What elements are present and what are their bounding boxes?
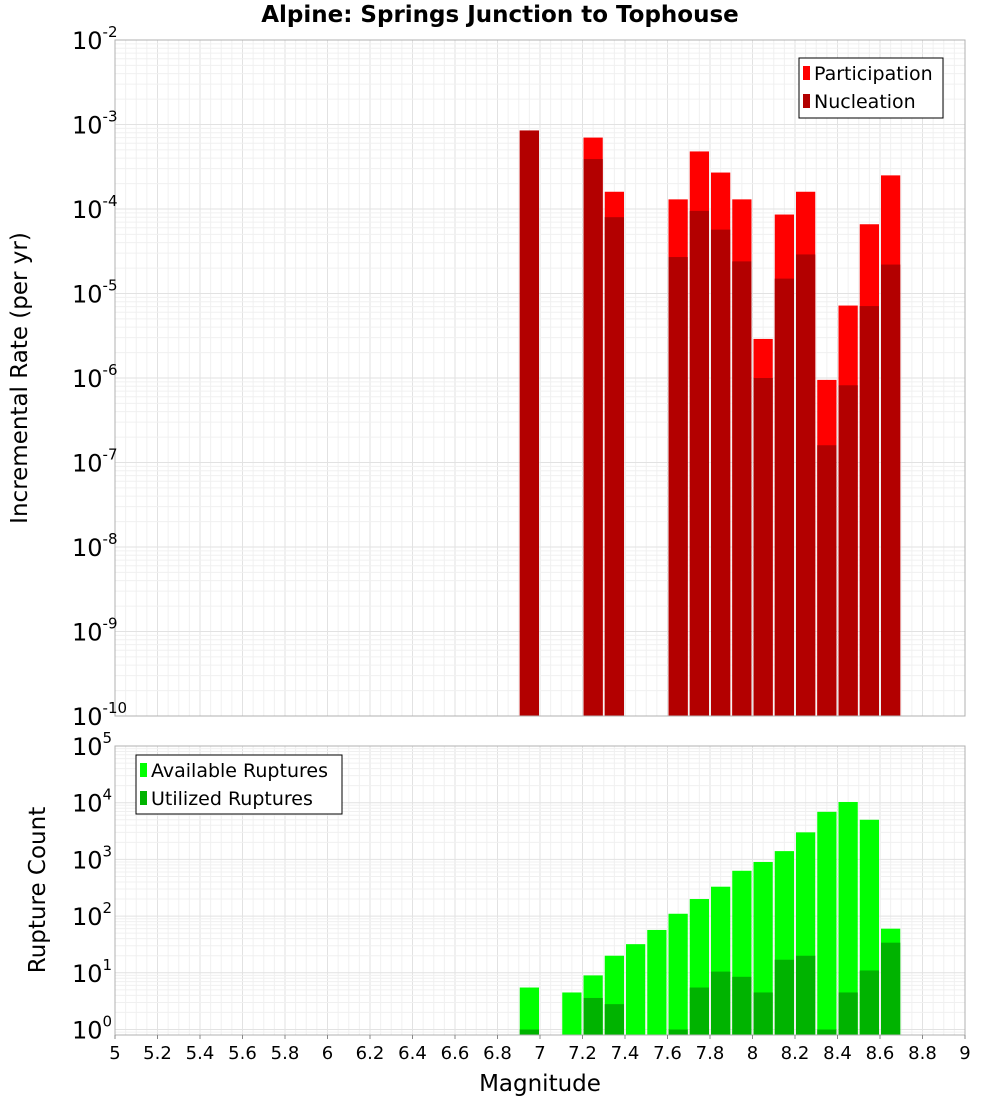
x-tick-label: 7.8: [696, 1043, 725, 1064]
x-tick-label: 8.8: [908, 1043, 937, 1064]
count-y-tick-label: 104: [72, 786, 112, 818]
count-y-tick-label: 102: [72, 899, 112, 931]
bar-utilized-ruptures: [689, 987, 709, 1035]
rate-y-tick-label: 10-2: [72, 23, 118, 55]
bar-utilized-ruptures: [711, 971, 731, 1035]
rate-grid: [114, 39, 966, 717]
x-tick-label: 5.8: [271, 1043, 300, 1064]
x-tick-label: 8.4: [823, 1043, 852, 1064]
rate-plot-frame: [114, 39, 966, 717]
count-bars: [519, 801, 901, 1035]
count-y-axis-label: Rupture Count: [25, 807, 51, 973]
bar-available-ruptures: [753, 861, 773, 1035]
bar-utilized-ruptures: [817, 1029, 837, 1035]
bar-nucleation: [604, 217, 624, 716]
x-tick-label: 6: [322, 1043, 333, 1064]
count-panel: 105 104 103 102 101 100 5 5.2 5.4 5.6 5.8 6 6.2 6.4 6…: [25, 729, 971, 1097]
x-tick-label: 8: [747, 1043, 758, 1064]
chart-title: Alpine: Springs Junction to Tophouse: [261, 2, 739, 28]
bar-utilized-ruptures: [668, 1029, 688, 1035]
count-legend-box: [135, 754, 343, 815]
available-legend-label: Available Ruptures: [151, 760, 328, 782]
bar-nucleation: [583, 159, 603, 716]
x-tick-label: 5.6: [228, 1043, 257, 1064]
bar-utilized-ruptures: [753, 992, 773, 1035]
rate-legend: Participation Nucleation: [798, 57, 944, 119]
bar-utilized-ruptures: [859, 970, 879, 1035]
bar-utilized-ruptures: [519, 1029, 539, 1035]
rate-y-tick-label: 10-8: [72, 530, 118, 562]
bar-nucleation: [519, 130, 539, 716]
rate-bars: [519, 130, 901, 717]
bar-nucleation: [753, 378, 773, 716]
x-ticks: 5 5.2 5.4 5.6 5.8 6 6.2 6.4 6.6 6.8 7 7.2 7.4 7.6 7.8 8…: [109, 1035, 971, 1064]
utilized-legend-label: Utilized Ruptures: [151, 788, 313, 810]
count-y-tick-label: 100: [72, 1013, 112, 1045]
bar-utilized-ruptures: [838, 992, 858, 1035]
rate-panel: 10-2 10-3 10-4 10-5 10-6 10-7 10-8 10-9 10-10 In…: [7, 23, 966, 731]
bar-available-ruptures: [668, 913, 688, 1035]
bar-nucleation: [711, 229, 731, 716]
bar-available-ruptures: [817, 811, 837, 1035]
rate-y-tick-label: 10-9: [72, 615, 118, 647]
x-tick-label: 6.6: [441, 1043, 470, 1064]
rate-y-tick-label: 10-3: [72, 108, 118, 140]
x-tick-label: 7.4: [611, 1043, 640, 1064]
count-legend: Available Ruptures Utilized Ruptures: [135, 754, 343, 815]
bar-nucleation: [689, 210, 709, 716]
bar-nucleation: [881, 264, 901, 716]
x-tick-label: 8.6: [866, 1043, 895, 1064]
bar-nucleation: [732, 261, 752, 716]
rate-y-tick-label: 10-6: [72, 361, 118, 393]
rate-y-axis-label: Incremental Rate (per yr): [7, 232, 33, 524]
rate-y-tick-label: 10-5: [72, 277, 118, 309]
bar-available-ruptures: [519, 987, 539, 1035]
rate-y-tick-label: 10-7: [72, 446, 118, 478]
bar-utilized-ruptures: [881, 942, 901, 1035]
x-tick-label: 5: [109, 1043, 120, 1064]
x-tick-label: 6.4: [398, 1043, 427, 1064]
rate-y-ticks: 10-2 10-3 10-4 10-5 10-6 10-7 10-8 10-9 10-10: [72, 23, 127, 731]
x-tick-label: 6.8: [483, 1043, 512, 1064]
bar-utilized-ruptures: [732, 976, 752, 1035]
bar-nucleation: [796, 254, 816, 716]
bar-available-ruptures: [626, 944, 646, 1035]
rate-legend-box: [798, 57, 944, 119]
x-tick-label: 6.2: [356, 1043, 385, 1064]
bar-nucleation: [774, 278, 794, 716]
available-legend-swatch: [140, 763, 147, 777]
x-axis-label: Magnitude: [479, 1071, 601, 1097]
bar-utilized-ruptures: [604, 1004, 624, 1035]
participation-legend-label: Participation: [814, 63, 933, 85]
bar-nucleation: [838, 385, 858, 716]
x-tick-label: 9: [959, 1043, 970, 1064]
x-tick-label: 7.6: [653, 1043, 682, 1064]
count-y-tick-label: 101: [72, 956, 112, 988]
utilized-legend-swatch: [140, 791, 147, 805]
x-tick-label: 5.2: [143, 1043, 172, 1064]
x-tick-label: 5.4: [186, 1043, 215, 1064]
bar-utilized-ruptures: [796, 955, 816, 1035]
count-y-tick-label: 103: [72, 842, 112, 874]
rate-y-tick-label: 10-10: [72, 699, 127, 731]
bar-nucleation: [817, 445, 837, 716]
bar-available-ruptures: [838, 801, 858, 1035]
bar-utilized-ruptures: [583, 997, 603, 1035]
count-y-tick-label: 105: [72, 729, 112, 761]
x-tick-label: 8.2: [781, 1043, 810, 1064]
nucleation-legend-label: Nucleation: [814, 91, 916, 113]
rate-y-tick-label: 10-4: [72, 192, 118, 224]
bar-available-ruptures: [647, 929, 667, 1035]
bar-available-ruptures: [562, 992, 582, 1035]
x-tick-label: 7.2: [568, 1043, 597, 1064]
nucleation-legend-swatch: [803, 94, 810, 108]
bar-nucleation: [859, 306, 879, 716]
participation-legend-swatch: [803, 66, 810, 80]
count-y-ticks: 105 104 103 102 101 100: [72, 729, 112, 1045]
bar-utilized-ruptures: [774, 959, 794, 1035]
bar-nucleation: [668, 257, 688, 716]
x-tick-label: 7: [534, 1043, 545, 1064]
